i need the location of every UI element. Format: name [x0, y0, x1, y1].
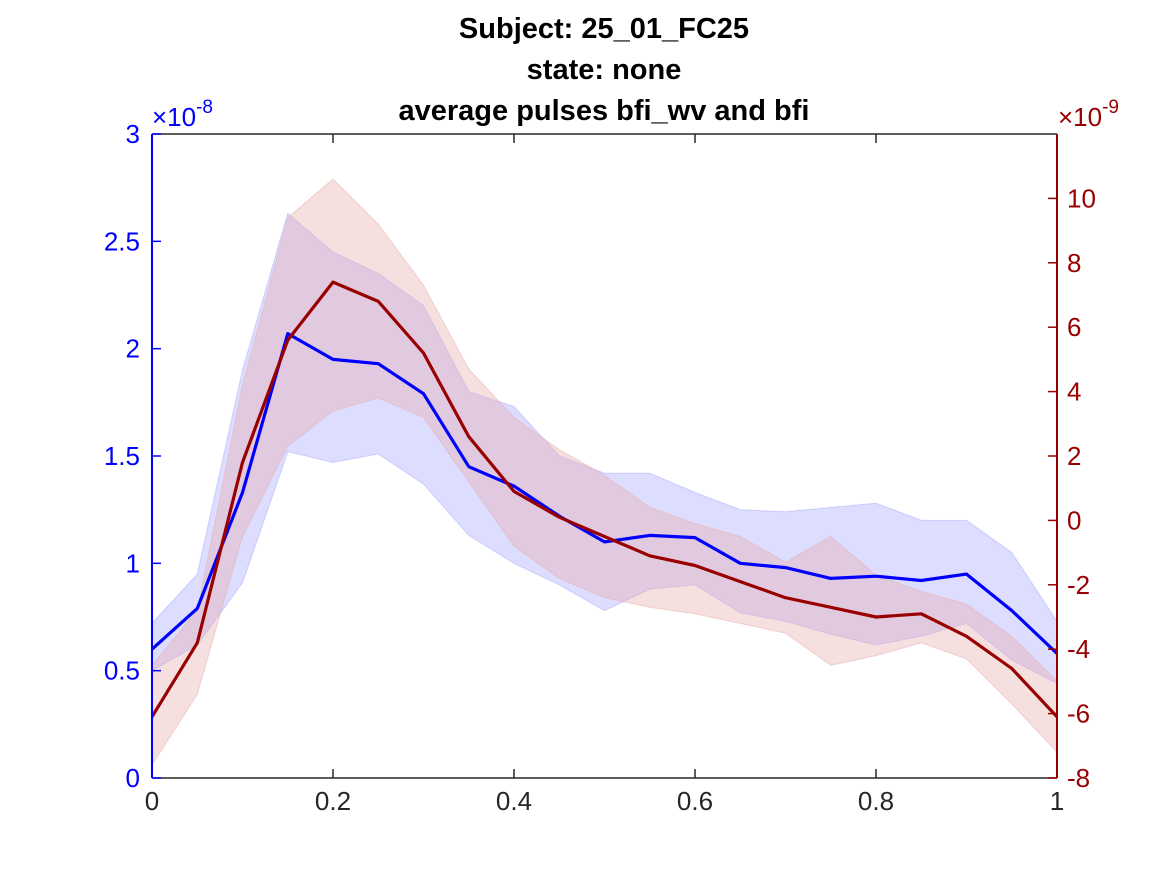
chart-title-line-3: average pulses bfi_wv and bfi: [399, 95, 810, 127]
x-tick-label: 1: [1050, 786, 1064, 816]
left-y-tick-label: 2.5: [104, 226, 140, 256]
right-axis-multiplier-exponent: -9: [1102, 97, 1119, 118]
right-y-tick-label: -2: [1067, 570, 1090, 600]
left-y-tick-label: 0.5: [104, 656, 140, 686]
chart-title-line-2: state: none: [527, 54, 682, 86]
left-axis-multiplier-exponent: -8: [196, 97, 213, 118]
left-y-tick-label: 0: [126, 763, 140, 793]
right-y-tick-label: 2: [1067, 441, 1081, 471]
left-axis-multiplier-base: ×10: [152, 102, 196, 132]
chart-title-line-1: Subject: 25_01_FC25: [459, 13, 749, 45]
left-y-tick-label: 2: [126, 334, 140, 364]
series-2-band: [151, 178, 1058, 767]
x-tick-label: 0.4: [496, 786, 532, 816]
right-axis-multiplier-base: ×10: [1058, 102, 1102, 132]
right-y-tick-label: -8: [1067, 763, 1090, 793]
x-tick-label: 0.6: [677, 786, 713, 816]
series-2-line: [150, 280, 1059, 718]
series-1-line: [150, 332, 1059, 655]
x-tick-label: 0.2: [315, 786, 351, 816]
right-y-tick-label: -6: [1067, 699, 1090, 729]
left-y-tick-label: 1: [126, 548, 140, 578]
x-tick-label: 0: [145, 786, 159, 816]
x-tick-label: 0.8: [858, 786, 894, 816]
plot-area: 0 0.2 0.4 0.6 0.8 100.511.522.53-8-6-4-202468…: [104, 119, 1096, 816]
left-axis-multiplier: ×10-8: [152, 97, 213, 132]
right-axis-multiplier: ×10-9: [1058, 97, 1119, 132]
right-y-tick-label: 8: [1067, 248, 1081, 278]
right-y-tick-label: 0: [1067, 505, 1081, 535]
left-y-tick-label: 1.5: [104, 441, 140, 471]
right-y-tick-label: 4: [1067, 377, 1081, 407]
right-y-tick-label: 6: [1067, 312, 1081, 342]
right-y-tick-label: 10: [1067, 183, 1096, 213]
left-y-tick-label: 3: [126, 119, 140, 149]
right-y-tick-label: -4: [1067, 634, 1090, 664]
